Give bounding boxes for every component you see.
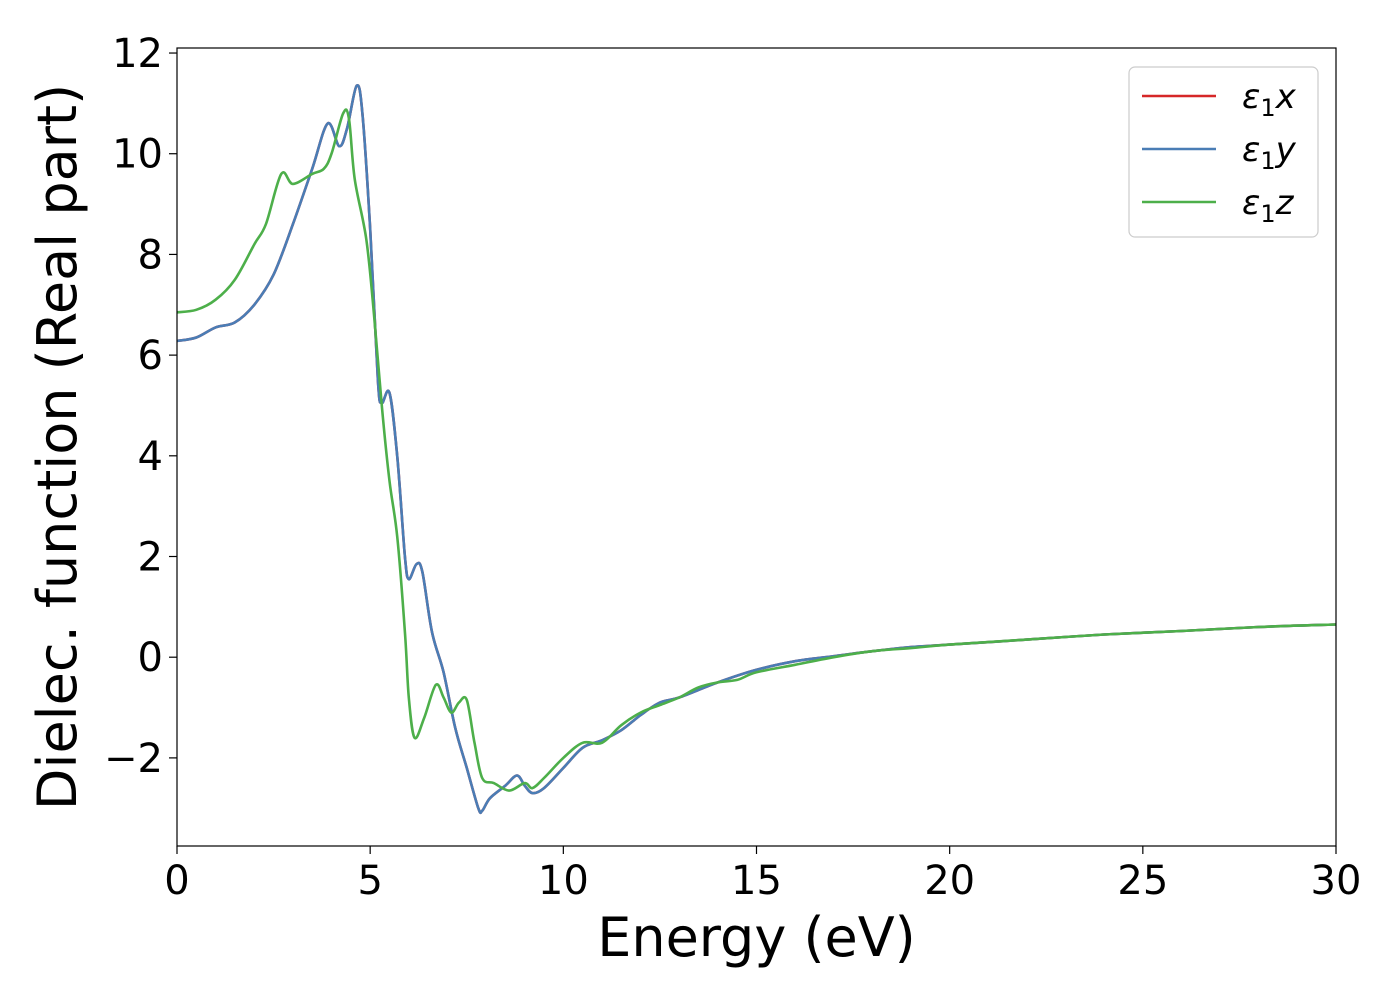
x-tick-label: 20 — [924, 858, 975, 904]
x-tick-label: 15 — [731, 858, 782, 904]
series-line-3 — [177, 108, 1336, 792]
legend-box — [1128, 66, 1319, 238]
y-tick-label: 8 — [138, 232, 163, 278]
x-tick-label: 5 — [357, 858, 382, 904]
y-tick-label: 2 — [138, 535, 163, 581]
legend: ε1x ε1y ε1z — [1128, 66, 1319, 238]
series-line-2 — [177, 83, 1336, 815]
y-tick-label: 6 — [138, 333, 163, 379]
y-axis-ticks: −2 0 2 4 6 8 10 12 — [104, 31, 177, 782]
legend-label-1: ε1x — [1242, 77, 1297, 122]
x-tick-label: 0 — [164, 858, 189, 904]
y-axis-title: Dielec. function (Real part) — [26, 84, 89, 810]
y-tick-label: 4 — [138, 434, 163, 480]
x-tick-label: 25 — [1117, 858, 1168, 904]
legend-label-2: ε1y — [1242, 130, 1297, 175]
series-lines — [177, 83, 1336, 815]
x-axis-title: Energy (eV) — [597, 906, 916, 969]
y-tick-label: −2 — [104, 736, 163, 782]
x-tick-label: 10 — [538, 858, 589, 904]
y-tick-label: 12 — [112, 31, 163, 77]
legend-label-3: ε1z — [1242, 183, 1295, 228]
x-axis-ticks: 0 5 10 15 20 25 30 — [164, 846, 1361, 904]
y-tick-label: 10 — [112, 132, 163, 178]
y-tick-label: 0 — [138, 635, 163, 681]
x-tick-label: 30 — [1311, 858, 1362, 904]
